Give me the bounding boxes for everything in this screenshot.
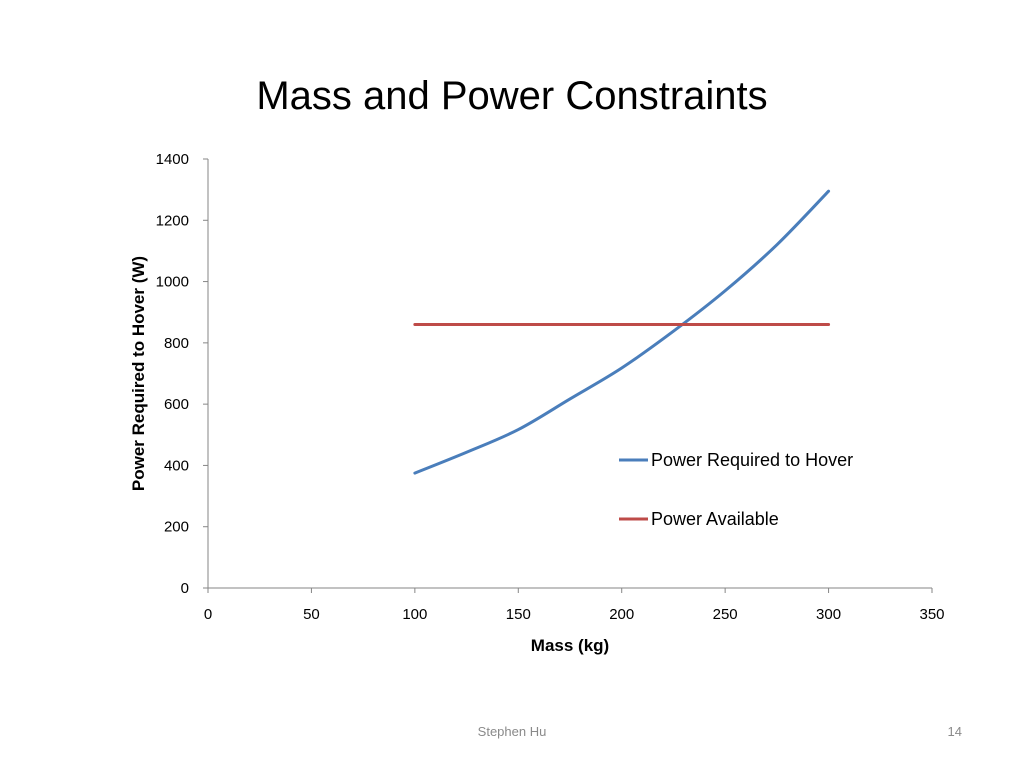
chart-legend: Power Required to Hover Power Available <box>619 450 853 529</box>
x-tick-label: 100 <box>402 606 427 623</box>
series-layer <box>413 189 831 475</box>
legend-label: Power Available <box>651 509 779 529</box>
x-tick-label: 350 <box>919 606 944 623</box>
x-tick-label: 50 <box>303 606 320 623</box>
x-tick-label: 200 <box>609 606 634 623</box>
x-tick-label: 300 <box>816 606 841 623</box>
chart-axes <box>207 159 932 589</box>
y-axis-title: Power Required to Hover (W) <box>129 256 148 491</box>
y-tick-label: 800 <box>164 335 189 352</box>
y-tick-label: 400 <box>164 457 189 474</box>
x-axis-title: Mass (kg) <box>531 636 609 655</box>
x-tick-label: 150 <box>506 606 531 623</box>
y-tick-label: 600 <box>164 396 189 413</box>
y-tick-label: 1200 <box>156 212 189 229</box>
footer-author: Stephen Hu <box>477 724 547 739</box>
axis-ticks: 0 200 400 600 800 1000 1200 1400 0 50 100 150 200 250… <box>156 151 945 623</box>
x-tick-label: 0 <box>204 606 212 623</box>
y-tick-label: 200 <box>164 519 189 536</box>
y-tick-label: 1000 <box>156 274 189 291</box>
series-line-power-required-to-hover <box>413 189 831 475</box>
y-tick-label: 1400 <box>156 151 189 168</box>
legend-label: Power Required to Hover <box>651 450 853 470</box>
page-number: 14 <box>947 724 962 739</box>
x-tick-label: 250 <box>713 606 738 623</box>
slide-title: Mass and Power Constraints <box>256 74 768 118</box>
y-tick-label: 0 <box>181 580 189 597</box>
